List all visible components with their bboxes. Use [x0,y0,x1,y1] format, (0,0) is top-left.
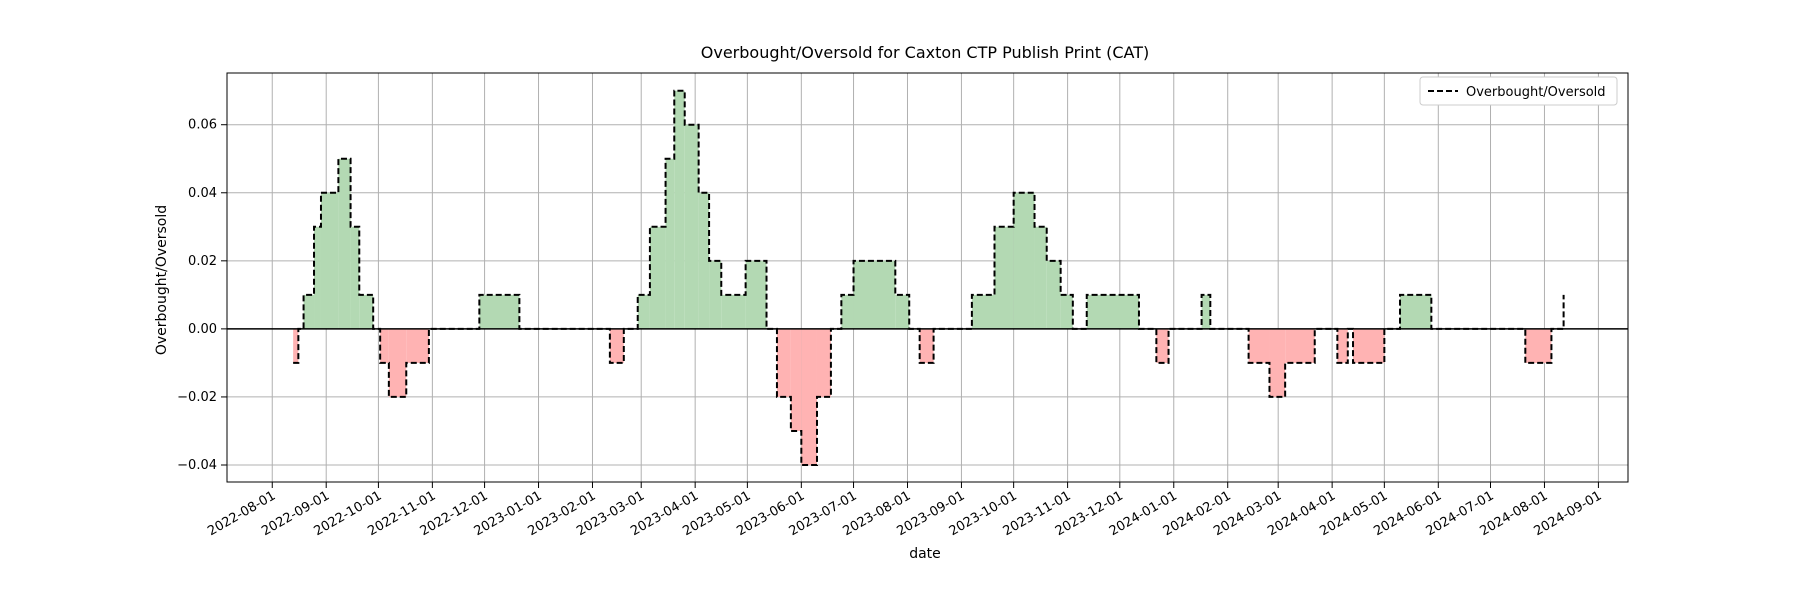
fill-oversold [1525,328,1552,363]
fill-overbought [745,260,767,329]
fill-oversold [790,328,802,431]
chart-title: Overbought/Oversold for Caxton CTP Publi… [701,43,1149,62]
legend: Overbought/Oversold [1419,76,1618,106]
fill-overbought [971,294,995,329]
fill-oversold [406,328,429,363]
fill-oversold [816,328,831,397]
fill-overbought [1046,260,1061,329]
fill-overbought [721,294,746,329]
legend-box [1419,76,1618,106]
y-tick-label: 0.00 [188,322,217,337]
fill-overbought [479,294,520,329]
fill-oversold [1337,328,1348,363]
fill-oversold [1269,328,1286,397]
fill-oversold [609,328,624,363]
fill-overbought [895,294,910,329]
plot-frame [226,72,1629,483]
grid-lines [227,73,1628,482]
fill-overbought [1013,192,1035,329]
fill-overbought [649,226,666,329]
fill-overbought [698,192,710,329]
y-tick-label: −0.04 [177,458,217,473]
fill-oversold [1285,328,1315,363]
fill-overbought [1060,294,1073,329]
y-tick-label: 0.06 [188,118,217,133]
fill-overbought [359,294,374,329]
fill-oversold [919,328,934,363]
fill-overbought [1086,294,1139,329]
fill-overbought [684,124,699,329]
fill-oversold [293,328,299,363]
y-axis-label: Overbought/Oversold [154,205,170,355]
fill-overbought [841,294,854,329]
fill-overbought [320,192,339,329]
legend-entry-overbought-oversold: Overbought/Oversold [1466,85,1606,100]
fill-overbought [637,294,650,329]
fill-overbought [1400,294,1432,329]
fill-overbought [314,226,321,329]
fill-overbought [709,260,722,329]
fill-oversold [776,328,791,397]
fill-overbought [674,90,685,329]
y-tick-label: 0.04 [188,186,217,201]
y-tick-label: −0.02 [177,390,217,405]
fill-oversold [1156,328,1169,363]
fill-oversold [388,328,407,397]
fill-overbought [1201,294,1211,329]
fill-overbought [665,158,675,329]
fill-overbought [1034,226,1047,329]
fill-oversold [380,328,389,363]
fill-oversold [801,328,817,465]
x-axis: 2022-08-012022-09-012022-10-012022-11-01… [205,482,1604,539]
y-tick-label: 0.02 [188,254,217,269]
fill-overbought [350,226,360,329]
fill-overbought [303,294,315,329]
fill-oversold [1248,328,1270,363]
fill-overbought [338,158,351,329]
y-axis: −0.04 −0.02 0.00 0.02 0.04 0.06 [177,118,227,473]
fill-overbought [853,260,896,329]
fill-oversold [1353,328,1385,363]
fill-overbought [994,226,1014,329]
x-axis-label: date [909,546,941,562]
area-fills [293,90,1552,465]
series-line-overbought-oversold [293,89,1565,466]
